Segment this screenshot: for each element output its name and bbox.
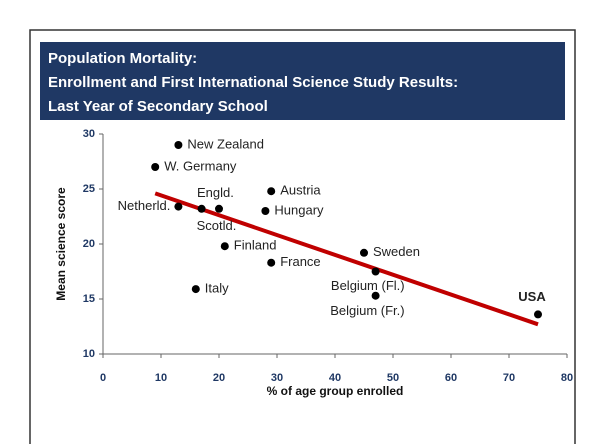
x-tick-label: 40: [329, 372, 341, 384]
y-tick-label: 15: [83, 293, 95, 305]
title-banner: [40, 42, 565, 120]
point-label: USA: [518, 289, 546, 304]
point-label: New Zealand: [187, 136, 264, 151]
x-tick-label: 70: [503, 372, 515, 384]
chart-title: Last Year of Secondary School: [48, 98, 268, 115]
point: [174, 202, 183, 211]
point-label: Engld.: [197, 185, 234, 200]
point-label: Belgium (Fr.): [330, 303, 404, 318]
point-label: France: [280, 254, 320, 269]
point: [267, 187, 276, 196]
x-tick-label: 50: [387, 372, 399, 384]
y-axis-label: Mean science score: [54, 187, 68, 301]
x-tick-label: 60: [445, 372, 457, 384]
point: [371, 291, 380, 300]
x-tick-label: 10: [155, 372, 167, 384]
y-tick-label: 25: [83, 183, 95, 195]
point: [174, 141, 183, 149]
point: [534, 310, 542, 319]
point-label: Finland: [234, 238, 277, 253]
point: [360, 248, 368, 257]
point: [191, 285, 200, 294]
point: [371, 267, 380, 276]
point-label: Italy: [205, 281, 229, 296]
point-label: Sweden: [373, 244, 420, 259]
y-tick-label: 20: [83, 238, 95, 250]
point-label: Austria: [280, 183, 321, 198]
y-tick-label: 10: [83, 348, 95, 360]
point: [151, 163, 160, 171]
x-tick-label: 80: [561, 372, 573, 384]
point: [215, 204, 223, 213]
point-label: Scotld.: [197, 218, 237, 233]
point-label: Netherld.: [118, 198, 171, 213]
chart-title: Population Mortality:: [48, 50, 197, 67]
x-tick-label: 20: [213, 372, 225, 384]
x-axis-label: % of age group enrolled: [267, 384, 404, 398]
point-label: Hungary: [274, 202, 324, 217]
y-tick-label: 30: [83, 128, 95, 140]
point-label: Belgium (Fl.): [331, 278, 405, 293]
point: [220, 242, 229, 251]
x-tick-label: 0: [100, 372, 106, 384]
x-tick-label: 30: [271, 372, 283, 384]
point-label: W. Germany: [164, 158, 237, 173]
point: [197, 204, 206, 213]
chart-title: Enrollment and First International Scien…: [48, 74, 458, 91]
trend-line: [154, 191, 539, 327]
point: [267, 258, 276, 267]
point: [261, 207, 270, 215]
